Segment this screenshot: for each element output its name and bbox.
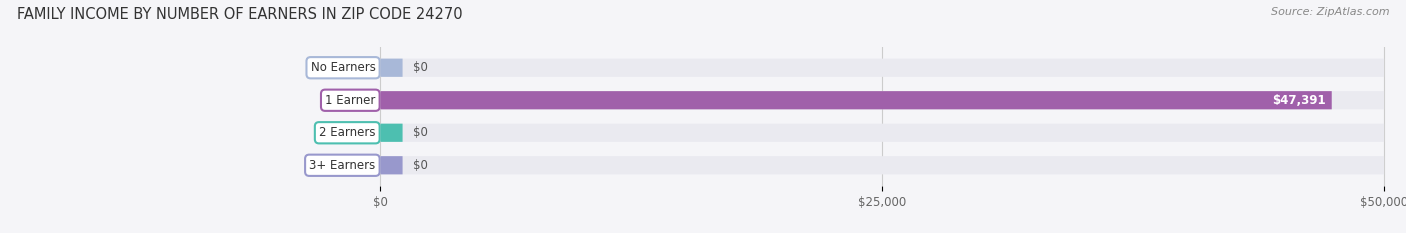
FancyBboxPatch shape [381, 124, 402, 142]
Text: FAMILY INCOME BY NUMBER OF EARNERS IN ZIP CODE 24270: FAMILY INCOME BY NUMBER OF EARNERS IN ZI… [17, 7, 463, 22]
Text: No Earners: No Earners [311, 61, 375, 74]
Text: 1 Earner: 1 Earner [325, 94, 375, 107]
Text: $47,391: $47,391 [1272, 94, 1326, 107]
FancyBboxPatch shape [381, 59, 402, 77]
Text: $0: $0 [412, 159, 427, 172]
Text: 3+ Earners: 3+ Earners [309, 159, 375, 172]
FancyBboxPatch shape [381, 59, 1384, 77]
Text: $0: $0 [412, 126, 427, 139]
FancyBboxPatch shape [381, 91, 1384, 109]
FancyBboxPatch shape [381, 91, 1331, 109]
Text: Source: ZipAtlas.com: Source: ZipAtlas.com [1271, 7, 1389, 17]
FancyBboxPatch shape [381, 156, 1384, 174]
FancyBboxPatch shape [381, 124, 1384, 142]
FancyBboxPatch shape [381, 156, 402, 174]
Text: $0: $0 [412, 61, 427, 74]
Text: 2 Earners: 2 Earners [319, 126, 375, 139]
